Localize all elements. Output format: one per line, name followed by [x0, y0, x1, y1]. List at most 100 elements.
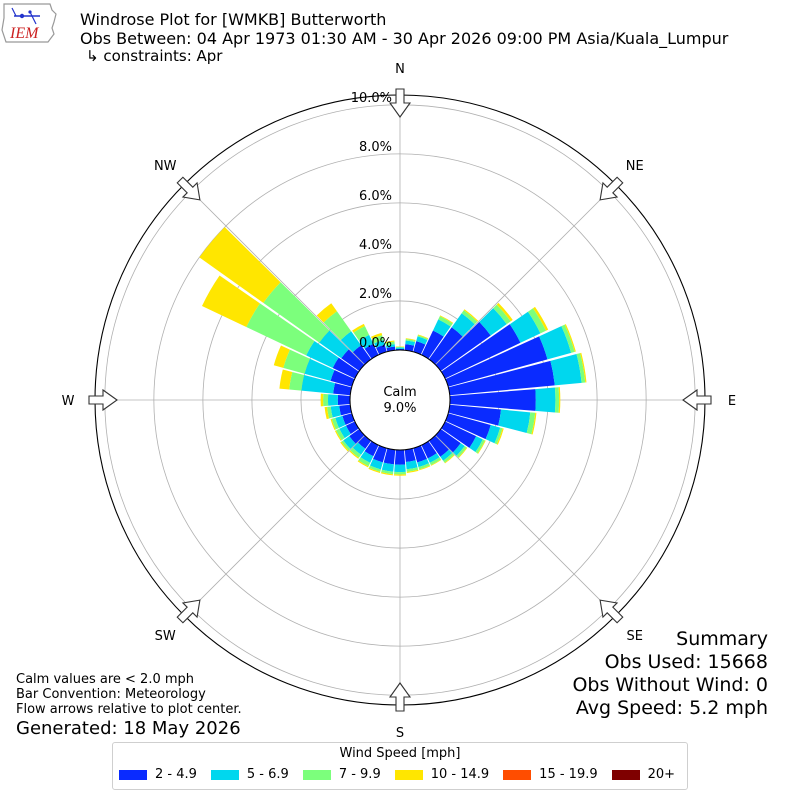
wedge-300-bin2 — [246, 303, 315, 356]
wedge-30-bin2 — [438, 316, 453, 327]
wedge-240-bin3 — [334, 430, 342, 441]
direction-label-e: E — [728, 394, 736, 409]
radial-tick-label-1: 2.0% — [359, 287, 392, 302]
legend: Wind Speed [mph] 2 - 4.9 5 - 6.9 7 - 9.9 10… — [112, 742, 688, 790]
direction-label-ne: NE — [626, 159, 644, 174]
legend-label-4: 15 - 19.9 — [539, 767, 598, 782]
wedge-120-bin1 — [469, 436, 483, 453]
wedge-100-bin2 — [526, 412, 536, 435]
wedge-50-bin1 — [479, 308, 507, 336]
wedge-210-bin1 — [360, 451, 374, 463]
legend-label-3: 10 - 14.9 — [430, 767, 490, 782]
wedge-10-bin3 — [405, 338, 416, 341]
wedge-110-bin2 — [494, 427, 503, 445]
logo-text: IEM — [9, 25, 40, 42]
legend-swatch-4 — [503, 769, 532, 780]
wedge-150-bin2 — [429, 457, 441, 466]
wedge-350-bin1 — [385, 344, 395, 349]
wedge-100-bin0 — [448, 404, 502, 426]
wedge-60-bin0 — [441, 324, 521, 379]
wedge-300-bin1 — [306, 340, 339, 369]
note-convention: Bar Convention: Meteorology — [16, 687, 206, 702]
direction-label-nw: NW — [154, 159, 177, 174]
note-flow: Flow arrows relative to plot center. — [16, 702, 242, 717]
direction-label-s: S — [396, 726, 404, 741]
wedge-110-bin1 — [485, 424, 501, 444]
wedge-290-bin3 — [273, 345, 290, 368]
wedge-80-bin3 — [580, 352, 587, 383]
wedge-220-bin1 — [352, 442, 366, 455]
grid-spoke-45 — [435, 184, 616, 365]
wedge-0-bin3 — [395, 346, 405, 347]
wedge-310-bin0 — [341, 349, 365, 372]
legend-swatch-0 — [119, 769, 147, 780]
direction-arrow-n — [388, 88, 412, 118]
wedge-270-bin2 — [323, 393, 329, 407]
wedge-320-bin1 — [340, 331, 362, 353]
wedge-300-bin3 — [202, 275, 260, 328]
wedge-210-bin2 — [358, 457, 371, 467]
wedge-50-bin3 — [496, 302, 513, 322]
wedge-70-bin3 — [564, 324, 576, 352]
wedge-110-bin0 — [445, 413, 491, 440]
calm-value: 9.0% — [383, 401, 416, 416]
wedge-110-bin3 — [496, 428, 504, 445]
wedge-190-bin2 — [381, 469, 394, 475]
summary-heading: Summary — [676, 628, 768, 650]
wedge-140-bin1 — [440, 449, 453, 461]
wedge-120-bin2 — [475, 439, 486, 454]
wedge-230-bin1 — [343, 436, 356, 449]
legend-label-1: 5 - 6.9 — [246, 767, 289, 782]
wedge-280-bin2 — [289, 371, 305, 391]
wedge-160-bin3 — [419, 465, 431, 471]
direction-label-w: W — [62, 394, 75, 409]
wedge-180-bin2 — [394, 471, 406, 475]
grid-spoke-225 — [184, 435, 365, 616]
wedge-280-bin0 — [333, 383, 352, 396]
wedge-90-bin3 — [558, 387, 561, 413]
wedge-250-bin3 — [330, 418, 336, 431]
wedge-130-bin2 — [456, 446, 467, 458]
direction-arrow-nw — [176, 176, 201, 201]
wedge-280-bin3 — [279, 369, 293, 390]
wedge-290-bin0 — [330, 369, 355, 387]
wedge-0-bin1 — [395, 347, 405, 349]
wedge-80-bin2 — [576, 353, 586, 383]
wedge-20-bin3 — [417, 334, 429, 339]
legend-item-3: 10 - 14.9 — [394, 767, 490, 782]
wedge-290-bin2 — [283, 349, 310, 374]
wedge-70-bin1 — [539, 326, 572, 360]
wedge-50-bin2 — [493, 304, 511, 325]
direction-label-n: N — [395, 62, 405, 77]
wedge-160-bin1 — [417, 458, 429, 468]
wedge-240-bin2 — [336, 428, 345, 441]
wedge-180-bin1 — [394, 464, 406, 473]
wedge-220-bin2 — [350, 447, 362, 458]
wedge-270-bin0 — [337, 395, 351, 405]
wedge-170-bin1 — [405, 460, 418, 470]
wedge-20-bin2 — [417, 335, 428, 341]
wedge-130-bin3 — [458, 447, 468, 459]
obs-between: Obs Between: 04 Apr 1973 01:30 AM - 30 A… — [80, 29, 729, 48]
summary-obs-used: Obs Used: 15668 — [604, 651, 768, 673]
wedge-30-bin3 — [439, 315, 454, 324]
wedge-10-bin0 — [404, 344, 415, 352]
direction-label-se: SE — [627, 629, 643, 644]
wedge-10-bin1 — [405, 340, 416, 346]
calm-label: Calm — [383, 385, 416, 400]
wedge-210-bin0 — [364, 441, 379, 457]
wedge-180-bin0 — [394, 449, 406, 465]
wedge-340-bin1 — [374, 339, 385, 348]
wedge-10-bin2 — [405, 338, 416, 343]
wedge-30-bin0 — [421, 330, 444, 359]
wedge-70-bin0 — [445, 336, 548, 387]
wedge-20-bin0 — [413, 341, 426, 355]
grid-spoke-135 — [435, 435, 616, 616]
direction-arrow-ne — [599, 176, 624, 201]
wedge-230-bin2 — [341, 440, 351, 451]
wedge-160-bin0 — [413, 445, 427, 463]
legend-swatch-1 — [210, 769, 239, 780]
wedge-210-bin3 — [357, 460, 369, 468]
wedge-190-bin0 — [383, 448, 396, 465]
wedge-250-bin2 — [331, 417, 339, 430]
